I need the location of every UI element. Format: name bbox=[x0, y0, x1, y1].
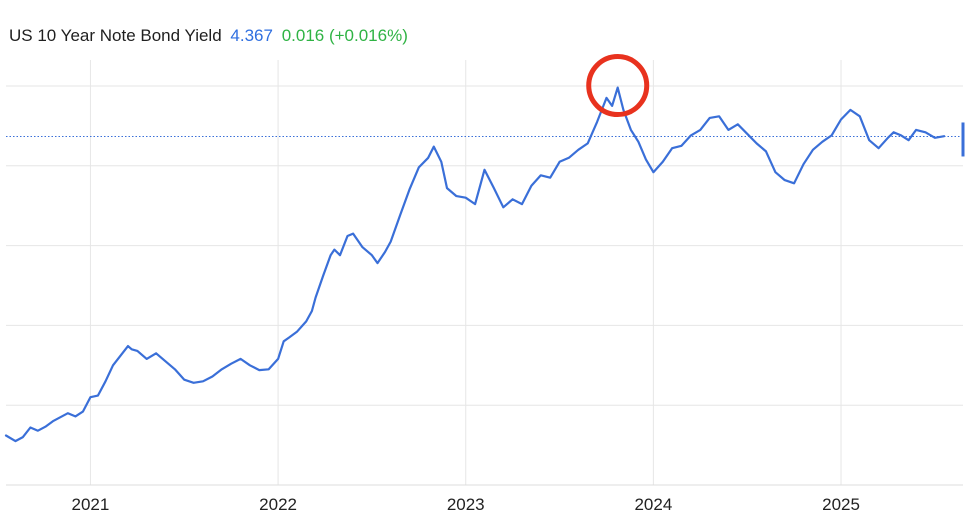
x-tick-label: 2021 bbox=[72, 495, 110, 514]
chart-title: US 10 Year Note Bond Yield bbox=[9, 26, 222, 45]
current-yield-value: 4.367 bbox=[230, 26, 273, 45]
x-tick-label: 2024 bbox=[634, 495, 672, 514]
x-tick-label: 2022 bbox=[259, 495, 297, 514]
chart-series bbox=[4, 86, 965, 443]
chart-grid bbox=[6, 60, 963, 486]
highlight-circle bbox=[586, 54, 650, 118]
x-tick-label: 2025 bbox=[822, 495, 860, 514]
yield-change: 0.016 (+0.016%) bbox=[281, 26, 408, 45]
x-axis-ticks: 2021 2022 2023 2024 2025 bbox=[72, 495, 860, 514]
x-tick-label: 2023 bbox=[447, 495, 485, 514]
series-line bbox=[4, 86, 946, 443]
chart-header: US 10 Year Note Bond Yield 4.367 0.016 (… bbox=[9, 26, 412, 46]
